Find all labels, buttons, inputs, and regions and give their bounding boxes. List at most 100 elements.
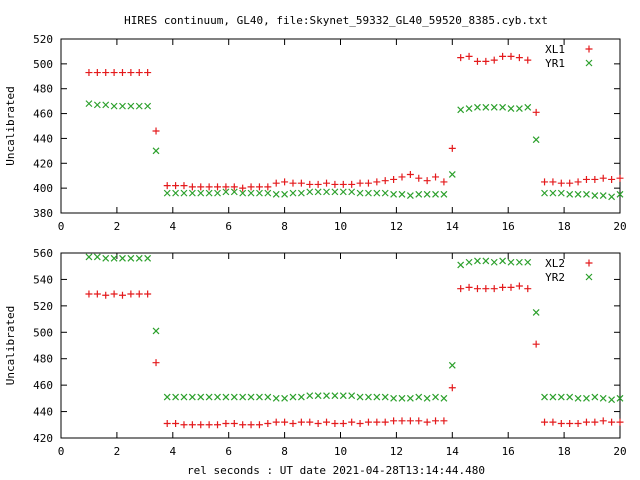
data-point xyxy=(314,392,322,400)
data-point xyxy=(172,182,180,190)
data-point xyxy=(197,393,205,401)
panel-2: 0 2 4 6 8 10 12 14 16 18 20 420 440 460 480 500 520 540 56… xyxy=(4,247,627,458)
data-point xyxy=(549,178,557,186)
data-point xyxy=(557,419,565,427)
data-point xyxy=(85,100,93,108)
data-point xyxy=(264,183,272,191)
data-point xyxy=(135,254,143,262)
data-point xyxy=(582,418,590,426)
data-point xyxy=(144,254,152,262)
data-point xyxy=(423,418,431,426)
data-point xyxy=(222,419,230,427)
data-point xyxy=(264,393,272,401)
data-point xyxy=(289,179,297,187)
x-tick-label: 12 xyxy=(390,220,403,233)
data-point xyxy=(373,393,381,401)
data-point xyxy=(85,290,93,298)
data-point xyxy=(127,254,135,262)
data-point xyxy=(482,285,490,293)
data-point xyxy=(205,421,213,429)
data-point xyxy=(591,393,599,401)
data-point xyxy=(364,179,372,187)
data-point xyxy=(499,103,507,111)
data-point xyxy=(448,361,456,369)
x-tick-label: 10 xyxy=(334,220,347,233)
data-point xyxy=(281,418,289,426)
data-point xyxy=(339,419,347,427)
y-tick-label: 500 xyxy=(33,326,53,339)
data-point xyxy=(415,393,423,401)
data-point xyxy=(197,183,205,191)
data-point xyxy=(306,180,314,188)
data-point xyxy=(373,178,381,186)
data-point xyxy=(457,54,465,62)
legend-label: XL1 xyxy=(545,43,565,56)
data-point xyxy=(457,261,465,269)
data-point xyxy=(348,180,356,188)
data-point xyxy=(239,189,247,197)
data-point xyxy=(163,182,171,190)
y-tick-label: 380 xyxy=(33,207,53,220)
y-tick-label: 400 xyxy=(33,182,53,195)
data-point xyxy=(152,147,160,155)
x-tick-label: 20 xyxy=(613,445,626,458)
data-point xyxy=(599,174,607,182)
data-point xyxy=(331,419,339,427)
data-point xyxy=(180,421,188,429)
data-point xyxy=(599,394,607,402)
data-point xyxy=(272,190,280,198)
data-point xyxy=(135,290,143,298)
data-point xyxy=(306,418,314,426)
data-point xyxy=(541,393,548,401)
data-point xyxy=(608,396,616,404)
data-point xyxy=(373,418,381,426)
data-point xyxy=(222,188,230,196)
data-point xyxy=(390,394,398,402)
data-point xyxy=(205,183,213,191)
data-point xyxy=(583,394,590,402)
y-tick-label: 420 xyxy=(33,157,53,170)
data-point xyxy=(110,102,118,110)
data-point xyxy=(331,180,339,188)
data-point xyxy=(152,327,160,335)
x-tick-label: 10 xyxy=(334,445,347,458)
data-point xyxy=(247,421,255,429)
data-point xyxy=(465,52,473,60)
data-point xyxy=(574,178,582,186)
series-YR1 xyxy=(85,100,624,201)
data-point xyxy=(616,418,624,426)
data-point xyxy=(110,69,118,77)
data-point xyxy=(557,189,565,197)
data-point xyxy=(541,418,549,426)
data-point xyxy=(127,102,135,110)
data-point xyxy=(172,393,180,401)
data-point xyxy=(110,290,118,298)
data-point xyxy=(415,174,423,182)
legend-label: XL2 xyxy=(545,257,565,270)
data-point xyxy=(222,393,230,401)
data-point xyxy=(163,419,171,427)
plot-frame xyxy=(60,38,621,214)
data-point xyxy=(566,419,574,427)
data-point xyxy=(264,419,272,427)
data-point xyxy=(499,52,507,60)
data-point xyxy=(490,103,498,111)
y-tick-label: 440 xyxy=(33,406,53,419)
legend-label: YR2 xyxy=(545,271,565,284)
data-point xyxy=(289,419,297,427)
data-point xyxy=(390,175,398,183)
data-point xyxy=(423,177,431,185)
data-point xyxy=(490,285,498,293)
data-point xyxy=(205,189,213,197)
data-point xyxy=(255,183,263,191)
data-point xyxy=(423,190,431,198)
data-point xyxy=(432,190,439,198)
data-point xyxy=(348,188,356,196)
y-tick-label: 440 xyxy=(33,132,53,145)
data-point xyxy=(247,393,255,401)
data-point xyxy=(110,254,118,262)
data-point xyxy=(188,421,196,429)
data-point xyxy=(102,254,110,262)
y-tick-label: 420 xyxy=(33,432,53,445)
data-point xyxy=(197,421,205,429)
